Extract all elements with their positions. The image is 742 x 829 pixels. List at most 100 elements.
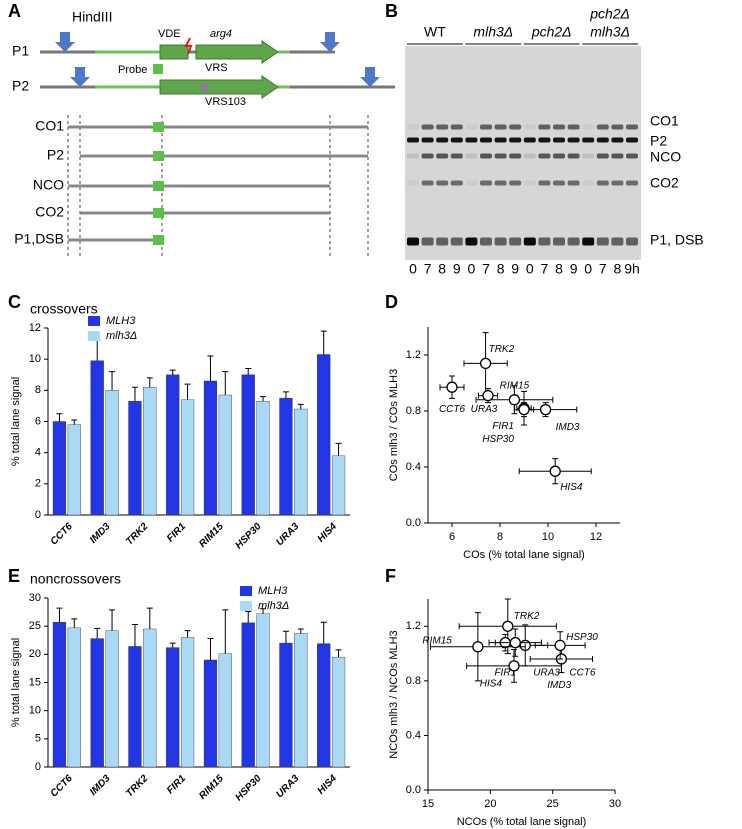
lane-label: 0 [584,261,592,277]
y-axis-label: COs mlh3 / COs MLH3 [388,369,400,481]
gel-band [611,180,624,186]
gel-band [465,124,478,130]
x-tick-label: IMD3 [88,773,113,798]
vrs103-site [202,84,207,91]
gel-band [596,180,609,186]
bar [331,455,346,516]
band-label: P2 [650,133,667,149]
y-tick-label: 10 [29,353,41,365]
probe-label: Probe [118,64,147,76]
x-tick-label: HSP30 [233,773,263,803]
bar [166,374,180,516]
y-tick-label: 20 [29,648,41,660]
y-tick-label: 4 [35,447,41,459]
gel-band [626,180,638,186]
gel-band [538,124,551,130]
point [482,389,494,402]
strain-label: mlh3Δ [473,24,513,40]
legend-label: MLH3 [258,585,288,597]
probe [153,151,164,161]
legend-label: MLH3 [106,315,136,327]
x-tick-label: RIM15 [197,521,226,550]
gel-band [436,153,449,159]
y-axis-label: NCOs mlh3 / NCOs MLH3 [388,630,400,758]
y-tick-label: 15 [29,676,41,688]
error-bar [335,442,342,456]
y-tick-label: 30 [29,592,41,604]
vde-cut [184,37,193,55]
point-label: HIS4 [560,482,583,493]
gel-band [509,137,522,143]
legend-swatch [240,601,252,611]
point-label: HSP30 [482,434,514,445]
gel-band [421,124,434,130]
gel-band [407,180,419,186]
site-label: VRS103 [205,96,246,108]
lane-label: 9 [453,261,461,277]
point-label: TRK2 [489,344,515,355]
point-label: TRK2 [514,611,540,622]
error-bar [282,630,289,644]
gel-band [509,124,522,130]
gel-band [465,137,478,143]
bar [279,642,293,768]
bar [241,622,255,768]
point [508,660,520,672]
point [539,403,552,416]
bar [279,397,293,516]
gel-band [407,124,419,130]
y-axis-label: % total lane signal [10,377,22,466]
x-tick-label: 8 [497,531,503,543]
gel-band [480,237,492,246]
band-label: CO1 [650,113,679,129]
arg4-gene [159,75,279,99]
lane-label: 0 [409,261,417,277]
lane-label: 7 [424,261,432,277]
point [509,637,521,649]
gel-band [582,180,595,186]
gel-band [582,124,595,130]
x-tick-label: 12 [590,531,602,543]
chart-title: noncrossovers [30,571,121,587]
error-bar [320,621,327,644]
y-axis-label: % total lane signal [10,638,22,727]
bar [241,374,255,516]
gel-band [509,237,522,246]
gel-band [538,137,551,143]
fragments [68,125,368,242]
bar [128,646,142,768]
point-label: FIR1 [494,667,516,678]
y-tick-label: 0.8 [406,675,421,687]
y-tick-label: 12 [29,322,41,334]
gel-band [611,137,624,143]
x-tick-label: CCT6 [49,521,76,548]
lane-label: 8 [555,261,563,277]
bar [218,653,232,768]
gel-band [407,153,419,159]
gel-band [450,237,463,246]
gel-band [523,137,536,143]
gel-band [626,237,638,246]
gel-band [421,180,434,186]
bar [317,643,331,768]
bar [317,354,331,516]
probe [153,181,164,191]
probe [153,64,163,74]
x-tick-label: HSP30 [233,521,263,551]
bar [180,637,195,768]
bar [294,633,308,768]
bar [90,360,104,516]
probe [153,208,164,218]
error-bar [297,628,304,634]
gel-band [538,237,551,246]
gel-band [450,153,463,159]
gel-band [596,237,609,246]
y-tick-label: 5 [35,733,41,745]
gel-band [450,124,463,130]
gel-band [421,237,434,246]
gel-band [436,237,449,246]
bar [128,401,142,516]
strain-label: pch2Δ [531,24,572,40]
bar [52,421,67,516]
